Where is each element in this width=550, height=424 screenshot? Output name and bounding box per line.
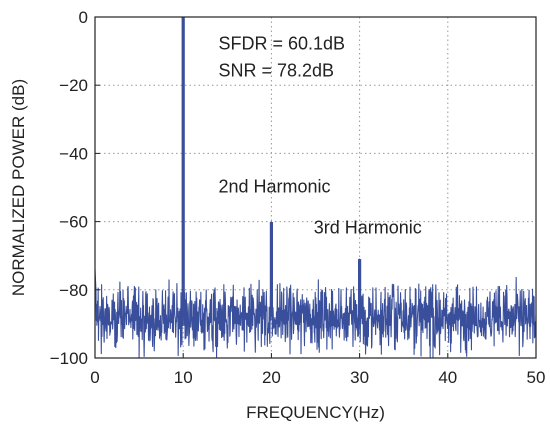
x-tick-label-2: 20 — [262, 368, 281, 387]
y-tick-label-1: −20 — [59, 76, 88, 95]
y-tick-label-0: 0 — [79, 8, 88, 27]
x-tick-label-5: 50 — [527, 368, 546, 387]
spectrum-series — [94, 16, 537, 359]
spectrum-line — [94, 16, 537, 359]
plot-frame — [94, 16, 537, 359]
annotations: SFDR = 60.1dB SNR = 78.2dB 2nd Harmonic 3rd… — [218, 33, 421, 237]
x-tick-label-0: 0 — [90, 368, 99, 387]
annotation-0: SFDR = 60.1dB — [218, 33, 345, 53]
y-tick-label-5: −100 — [50, 349, 88, 368]
x-tick-label-3: 30 — [350, 368, 369, 387]
x-tick-label-4: 40 — [438, 368, 457, 387]
y-tick-label-3: −60 — [59, 213, 88, 232]
y-tick-label-2: −40 — [59, 144, 88, 163]
annotation-1: SNR = 78.2dB — [218, 61, 334, 81]
x-axis-label: FREQUENCY(Hz) — [246, 403, 385, 422]
x-tick-label-1: 10 — [174, 368, 193, 387]
y-tick-label-4: −80 — [59, 281, 88, 300]
axis-ticks: 0 10 20 30 40 50 0 −20 −40 −60 −80 −100 — [50, 8, 546, 387]
annotation-2: 2nd Harmonic — [218, 177, 330, 197]
annotation-3: 3rd Harmonic — [314, 218, 422, 238]
y-axis-label: NORMALIZED POWER (dB) — [9, 79, 28, 296]
